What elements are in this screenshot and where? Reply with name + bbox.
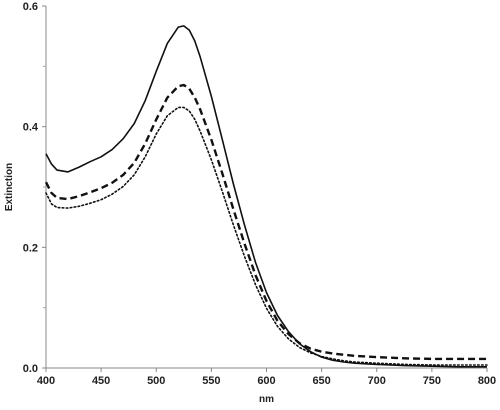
x-tick-label: 400: [37, 375, 55, 387]
y-tick-label: 0.4: [23, 122, 39, 134]
series-line-2-dashed: [44, 83, 487, 361]
y-axis-ticks: 0.0 0.2 0.4 0.6: [23, 1, 46, 375]
x-tick-label: 550: [202, 375, 220, 387]
y-tick-label: 0.2: [23, 242, 38, 254]
x-axis-label: nm: [259, 394, 274, 405]
x-tick-label: 750: [423, 375, 441, 387]
series-line-1-solid: [45, 25, 487, 368]
x-tick-label: 450: [92, 375, 110, 387]
y-axis-label: Extinction: [4, 163, 15, 211]
axes: [45, 6, 487, 369]
x-tick-label: 700: [368, 375, 386, 387]
x-tick-label: 650: [312, 375, 330, 387]
x-axis-ticks: 400 450 500 550 600 650 700 750 800: [37, 368, 496, 387]
y-tick-label: 0.0: [23, 363, 38, 375]
x-tick-label: 500: [147, 375, 165, 387]
x-tick-label: 600: [257, 375, 275, 387]
y-tick-label: 0.6: [23, 1, 38, 13]
series-lines: [44, 25, 488, 368]
x-tick-label: 800: [478, 375, 496, 387]
series-line-3-dotted: [45, 106, 488, 366]
